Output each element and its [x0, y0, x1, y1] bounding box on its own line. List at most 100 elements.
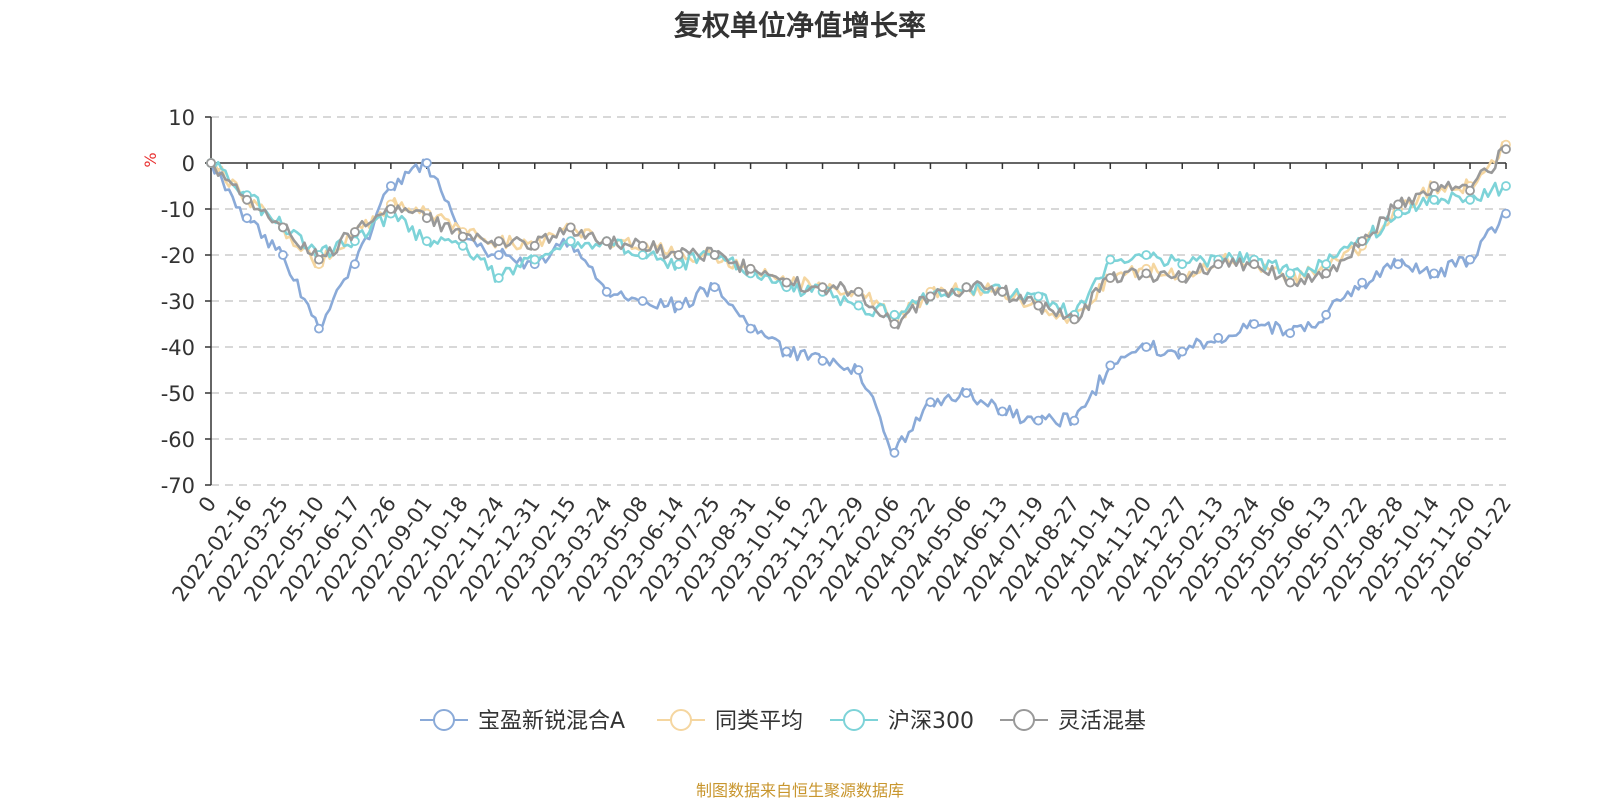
data-point [673, 300, 684, 311]
data-point [457, 231, 468, 242]
data-point [1321, 309, 1332, 320]
data-point [1465, 194, 1475, 205]
data-point [1033, 415, 1044, 426]
data-point [457, 240, 468, 251]
data-point [385, 204, 396, 214]
data-point [637, 250, 648, 260]
data-point [1285, 277, 1296, 288]
data-point [1321, 259, 1332, 270]
data-point [1501, 144, 1511, 155]
data-point [1357, 277, 1368, 288]
data-point [889, 447, 900, 458]
data-point [925, 397, 936, 408]
data-point [421, 213, 432, 224]
data-point [1177, 346, 1188, 357]
legend-marker-3[interactable] [1013, 709, 1035, 731]
data-point [278, 250, 288, 260]
data-point [1141, 268, 1152, 279]
chart-title: 复权单位净值增长率 [673, 9, 926, 42]
data-point [1357, 236, 1368, 247]
y-unit-label: % [141, 152, 160, 167]
data-point [493, 273, 504, 283]
data-point [1213, 259, 1224, 270]
data-point [1465, 185, 1475, 196]
data-point [601, 236, 612, 247]
data-point [529, 240, 540, 251]
data-point [314, 323, 324, 334]
data-point [421, 158, 432, 168]
data-point [745, 323, 756, 334]
data-point [961, 282, 972, 293]
data-point [206, 158, 216, 168]
data-point [1285, 268, 1296, 279]
data-point [673, 259, 684, 270]
data-point [242, 213, 252, 224]
data-point [421, 236, 432, 247]
y-tick-label: -10 [161, 198, 195, 222]
data-point [1429, 268, 1439, 279]
data-point [1213, 332, 1224, 343]
legend-marker-2[interactable] [843, 709, 865, 731]
data-point [709, 282, 720, 293]
data-point [745, 263, 756, 274]
data-point [349, 227, 360, 237]
data-point [1141, 250, 1152, 260]
data-point [1033, 291, 1044, 302]
data-point [1105, 273, 1116, 283]
data-point [1429, 181, 1439, 191]
data-point [1465, 254, 1475, 265]
data-point [997, 286, 1008, 297]
data-point [781, 346, 792, 357]
data-point [1249, 319, 1260, 329]
legend-label-0[interactable]: 宝盈新锐混合A [478, 709, 625, 734]
data-point [1393, 208, 1403, 219]
data-point [1429, 194, 1439, 205]
y-tick-label: -30 [161, 290, 195, 314]
legend-label-1[interactable]: 同类平均 [715, 709, 803, 734]
y-tick-label: 0 [182, 152, 195, 176]
data-point [961, 388, 972, 398]
y-tick-label: 10 [168, 106, 195, 130]
data-point [1249, 259, 1260, 270]
data-point [781, 277, 792, 288]
legend-label-3[interactable]: 灵活混基 [1058, 709, 1146, 734]
legend-marker-0[interactable] [433, 709, 455, 731]
data-point [709, 250, 720, 260]
data-point [1141, 342, 1152, 352]
data-point [637, 296, 648, 306]
legend-label-2[interactable]: 沪深300 [888, 709, 974, 734]
data-point [278, 222, 288, 233]
data-point [242, 194, 252, 205]
data-point [1393, 199, 1403, 210]
data-point [853, 365, 864, 375]
data-point [1501, 181, 1511, 191]
source-note: 制图数据来自恒生聚源数据库 [695, 781, 904, 800]
data-point [889, 319, 900, 329]
x-tick-label: 0 [194, 492, 221, 517]
data-point [637, 240, 648, 251]
y-tick-label: -50 [161, 382, 195, 406]
data-point [349, 259, 360, 270]
data-point [853, 286, 864, 297]
data-point [997, 406, 1008, 417]
y-tick-label: -70 [161, 474, 195, 498]
data-point [673, 250, 684, 260]
data-point [493, 250, 504, 260]
y-tick-label: -60 [161, 428, 195, 452]
y-tick-label: -40 [161, 336, 195, 360]
data-point [1105, 360, 1116, 371]
data-point [925, 291, 936, 302]
data-point [314, 254, 324, 265]
data-point [385, 181, 396, 191]
data-point [493, 236, 504, 247]
data-point [1501, 208, 1511, 219]
data-point [1177, 273, 1188, 283]
data-point [1033, 300, 1044, 311]
data-point [601, 286, 612, 297]
data-point [1285, 328, 1296, 339]
data-point [1321, 268, 1332, 279]
data-point [817, 355, 828, 366]
legend-marker-1[interactable] [670, 709, 692, 731]
data-point [889, 309, 900, 320]
